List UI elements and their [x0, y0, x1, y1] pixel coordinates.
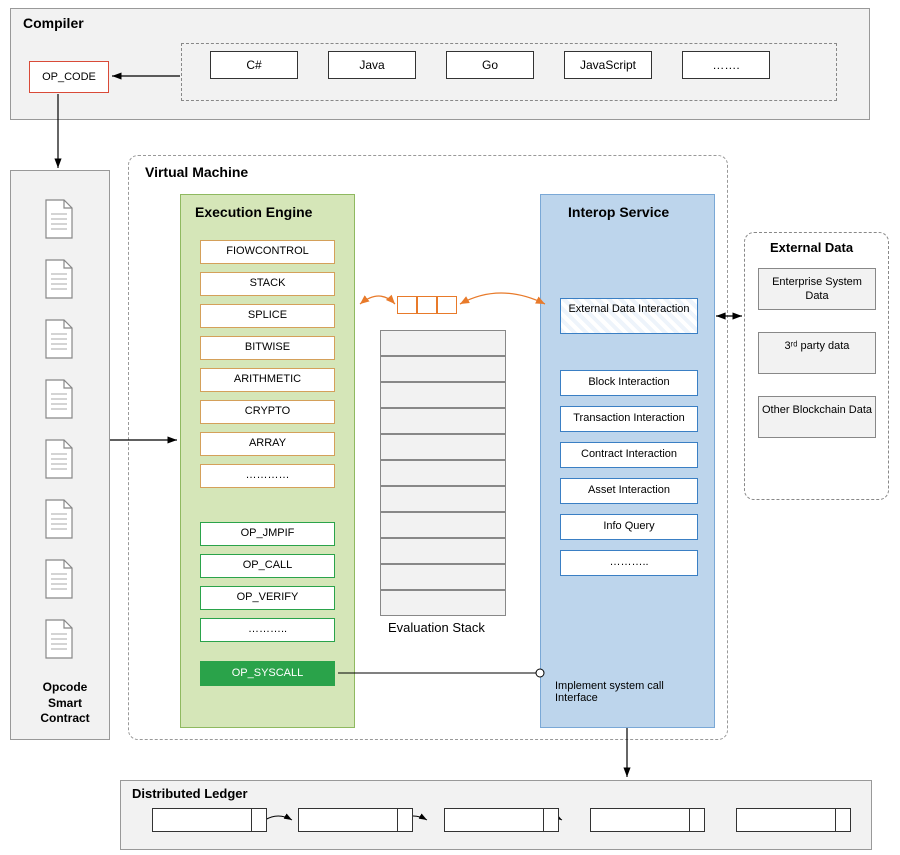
ledger-block-side [689, 808, 705, 832]
exec-op-box: OP_VERIFY [200, 586, 335, 610]
syscall-box: OP_SYSCALL [200, 661, 335, 686]
impl-syscall-label: Implement system call Interface [555, 668, 664, 704]
ledger-block [590, 808, 690, 832]
exec-category-box: BITWISE [200, 336, 335, 360]
ledger-block [444, 808, 544, 832]
interop-box: Transaction Interaction [560, 406, 698, 432]
ledger-block-side [543, 808, 559, 832]
external-data-box: Enterprise System Data [758, 268, 876, 310]
exec-category-box: ARRAY [200, 432, 335, 456]
ledger-block [736, 808, 836, 832]
doc-icon [42, 378, 76, 420]
doc-icon [42, 438, 76, 480]
eval-stack-cell [380, 486, 506, 512]
lang-box-3: JavaScript [564, 51, 652, 79]
eval-stack-cell [380, 356, 506, 382]
doc-icon [42, 558, 76, 600]
doc-icon [42, 198, 76, 240]
opcode-contract-text: Opcode Smart Contract [40, 680, 89, 725]
interop-box: Info Query [560, 514, 698, 540]
eval-stack-cell [380, 564, 506, 590]
ledger-block-side [835, 808, 851, 832]
impl-syscall-text: Implement system call Interface [555, 680, 664, 704]
compiler-title: Compiler [23, 15, 84, 31]
interop-box: Block Interaction [560, 370, 698, 396]
lang-box-4: ……. [682, 51, 770, 79]
eval-stack-top-cell [437, 296, 457, 314]
interop-service-title: Interop Service [568, 204, 669, 220]
interop-box: ……….. [560, 550, 698, 576]
ledger-block-side [397, 808, 413, 832]
ledger-block [298, 808, 398, 832]
exec-op-box: OP_CALL [200, 554, 335, 578]
doc-icon [42, 498, 76, 540]
opcode-contract-label: Opcode Smart Contract [30, 680, 100, 727]
exec-category-box: STACK [200, 272, 335, 296]
eval-stack-cell [380, 330, 506, 356]
eval-stack-label: Evaluation Stack [388, 620, 485, 635]
eval-stack-cell [380, 460, 506, 486]
eval-stack-cell [380, 538, 506, 564]
execution-engine-title: Execution Engine [195, 204, 312, 220]
doc-icon [42, 258, 76, 300]
exec-op-box: OP_JMPIF [200, 522, 335, 546]
eval-stack-cell [380, 590, 506, 616]
lang-box-1: Java [328, 51, 416, 79]
doc-icon [42, 318, 76, 360]
vm-title: Virtual Machine [145, 164, 248, 180]
doc-icon [42, 618, 76, 660]
external-data-box: Other Blockchain Data [758, 396, 876, 438]
eval-stack-cell [380, 382, 506, 408]
exec-op-box: ……….. [200, 618, 335, 642]
ledger-block-side [251, 808, 267, 832]
interop-ext-data-box: External Data Interaction [560, 298, 698, 334]
ledger-title: Distributed Ledger [132, 786, 248, 801]
exec-category-box: ARITHMETIC [200, 368, 335, 392]
eval-stack-top-cell [417, 296, 437, 314]
lang-box-0: C# [210, 51, 298, 79]
interop-box: Contract Interaction [560, 442, 698, 468]
lang-box-2: Go [446, 51, 534, 79]
exec-category-box: CRYPTO [200, 400, 335, 424]
eval-stack-cell [380, 408, 506, 434]
exec-category-box: ………… [200, 464, 335, 488]
eval-stack-cell [380, 434, 506, 460]
opcode-box: OP_CODE [29, 61, 109, 93]
external-data-title: External Data [770, 240, 853, 255]
eval-stack-top-cell [397, 296, 417, 314]
exec-category-box: SPLICE [200, 304, 335, 328]
interop-box: Asset Interaction [560, 478, 698, 504]
ledger-block [152, 808, 252, 832]
exec-category-box: FIOWCONTROL [200, 240, 335, 264]
external-data-box: 3ʳᵈ party data [758, 332, 876, 374]
eval-stack-cell [380, 512, 506, 538]
